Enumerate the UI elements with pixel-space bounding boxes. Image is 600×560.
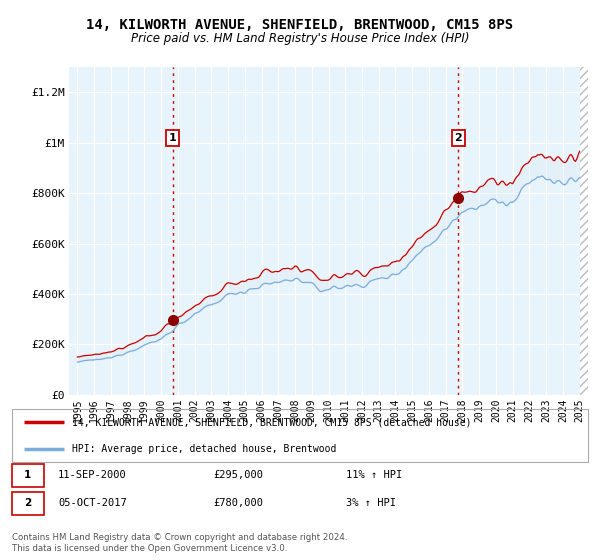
Text: Price paid vs. HM Land Registry's House Price Index (HPI): Price paid vs. HM Land Registry's House … [131,31,469,45]
Text: 3% ↑ HPI: 3% ↑ HPI [346,498,396,508]
Text: 14, KILWORTH AVENUE, SHENFIELD, BRENTWOOD, CM15 8PS (detached house): 14, KILWORTH AVENUE, SHENFIELD, BRENTWOO… [73,417,472,427]
Text: HPI: Average price, detached house, Brentwood: HPI: Average price, detached house, Bren… [73,444,337,454]
Text: 11-SEP-2000: 11-SEP-2000 [58,470,127,480]
Bar [12,464,44,487]
Text: 2: 2 [24,498,31,508]
Text: 1: 1 [169,133,176,143]
Text: £780,000: £780,000 [214,498,263,508]
Text: 2: 2 [454,133,462,143]
Text: 11% ↑ HPI: 11% ↑ HPI [346,470,403,480]
Text: Contains HM Land Registry data © Crown copyright and database right 2024.
This d: Contains HM Land Registry data © Crown c… [12,533,347,553]
Bar [12,492,44,515]
Text: 1: 1 [24,470,31,480]
Text: £295,000: £295,000 [214,470,263,480]
Text: 05-OCT-2017: 05-OCT-2017 [58,498,127,508]
Text: 14, KILWORTH AVENUE, SHENFIELD, BRENTWOOD, CM15 8PS: 14, KILWORTH AVENUE, SHENFIELD, BRENTWOO… [86,18,514,32]
